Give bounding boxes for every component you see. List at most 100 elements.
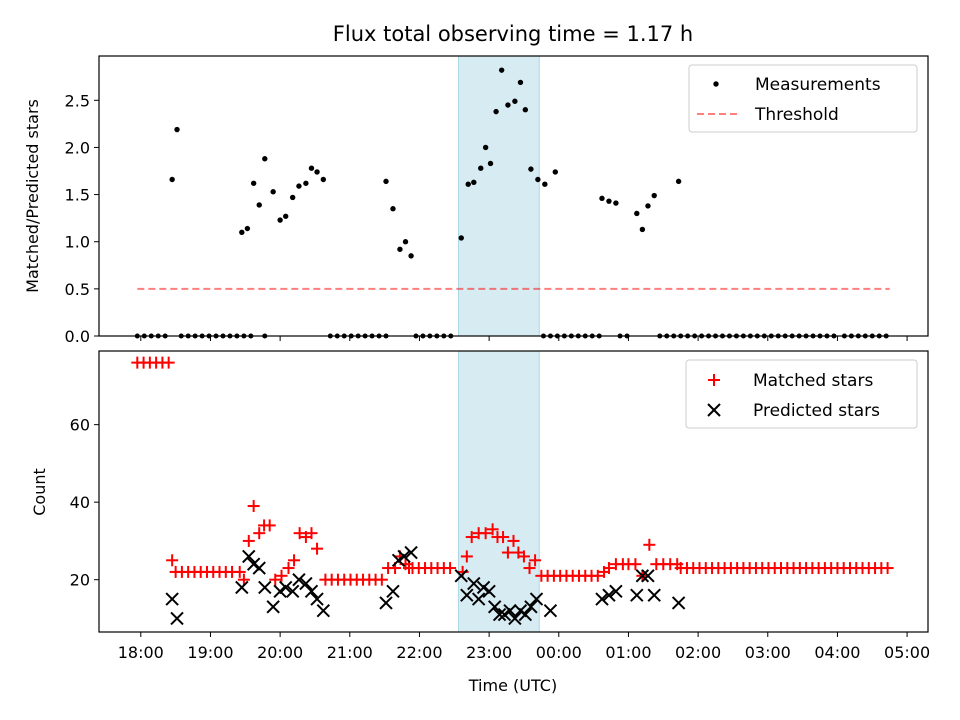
bottom-x-ticks: 18:00 19:00 20:00 21:00 22:00 23:00 00:00 01:00… <box>118 632 930 662</box>
measurement-point <box>262 156 268 162</box>
matched-star-point <box>507 534 520 547</box>
predicted-star-point <box>379 596 393 610</box>
predicted-star-point <box>454 569 468 583</box>
predicted-star-point <box>529 592 544 606</box>
predicted-star-point <box>252 561 266 575</box>
predicted-star-point <box>609 584 623 599</box>
measurement-point <box>478 165 484 171</box>
predicted-star-point <box>404 545 418 560</box>
bottom-axes-frame <box>98 350 929 633</box>
matched-star-point <box>233 565 246 578</box>
measurement-point <box>542 181 548 187</box>
predicted-star-point <box>471 592 486 606</box>
top-legend-box <box>688 64 918 133</box>
top-y-ticks: 0.0 0.5 1.0 1.5 2.0 2.5 <box>65 91 99 346</box>
measurement-point <box>303 180 309 186</box>
measurement-point <box>552 169 558 175</box>
predicted-stars-series <box>165 545 686 626</box>
measurement-point <box>239 229 245 235</box>
x-tick-label: 21:00 <box>327 643 373 662</box>
predicted-star-point <box>397 549 411 564</box>
measurement-point <box>639 226 646 233</box>
predicted-star-point <box>316 603 331 618</box>
measurement-point <box>383 178 389 185</box>
measurement-point <box>282 213 289 219</box>
x-tick-label: 00:00 <box>536 643 582 662</box>
matched-star-point <box>282 562 295 575</box>
legend-threshold-label: Threshold <box>754 105 839 125</box>
bottom-y-axis-label: Count <box>30 468 49 516</box>
bottom-y-tick-label: 20 <box>70 571 90 590</box>
predicted-star-point <box>524 600 538 614</box>
bottom-y-tick-label: 60 <box>70 416 90 435</box>
predicted-star-point <box>299 576 313 591</box>
measurement-point <box>675 178 682 185</box>
top-y-axis-label: Matched/Predicted stars <box>23 99 42 293</box>
measurement-point <box>314 169 320 175</box>
legend-matched-label: Matched stars <box>753 371 873 391</box>
predicted-star-point <box>476 580 491 595</box>
matched-star-point <box>403 562 416 575</box>
measurement-point <box>512 98 518 104</box>
predicted-star-point <box>165 592 179 606</box>
top-axes: 0.0 0.5 1.0 1.5 2.0 2.5 Matched/Predicted sta… <box>23 55 929 346</box>
matched-star-point <box>479 527 492 540</box>
top-y-tick-label: 1.5 <box>65 186 90 205</box>
top-y-tick-label: 2.5 <box>65 91 90 110</box>
predicted-star-point <box>497 607 512 622</box>
predicted-star-point <box>641 569 655 583</box>
predicted-star-point <box>602 588 616 602</box>
matched-star-point <box>444 562 457 575</box>
predicted-star-point <box>273 584 287 599</box>
predicted-star-point <box>487 600 502 614</box>
matched-star-point <box>275 569 288 582</box>
predicted-star-point <box>386 584 400 599</box>
measurement-point <box>645 203 651 209</box>
matched-star-point <box>591 569 604 582</box>
measurement-point <box>244 225 251 232</box>
matched-star-point <box>465 531 478 544</box>
predicted-star-point <box>266 600 280 614</box>
measurement-point <box>169 176 175 183</box>
predicted-star-point <box>482 584 496 599</box>
measurement-point <box>599 195 605 202</box>
matched-star-point <box>643 538 656 551</box>
top-y-tick-label: 2.0 <box>65 138 90 157</box>
predicted-star-point <box>391 553 406 568</box>
measurement-point <box>606 198 612 204</box>
matched-star-point <box>497 531 510 544</box>
x-tick-label: 01:00 <box>605 643 651 662</box>
x-tick-label: 18:00 <box>118 643 164 662</box>
matched-star-point <box>529 554 542 567</box>
legend-predicted-label: Predicted stars <box>753 401 880 421</box>
measurement-point <box>487 160 494 167</box>
top-y-tick-label: 0.0 <box>65 327 90 346</box>
legend-measurements-label: Measurements <box>755 75 881 95</box>
matched-star-point <box>671 558 684 571</box>
matched-star-point <box>501 546 514 559</box>
measurement-point <box>634 210 640 217</box>
matched-star-point <box>486 523 499 536</box>
predicted-star-point <box>460 588 474 602</box>
predicted-star-point <box>503 603 517 618</box>
measurement-point <box>296 183 302 189</box>
legend-predicted-marker <box>707 403 721 417</box>
matched-star-point <box>523 562 536 575</box>
matched-star-point <box>517 550 530 563</box>
predicted-star-point <box>235 580 249 595</box>
matched-star-point <box>237 573 250 586</box>
predicted-star-point <box>278 580 293 595</box>
predicted-star-point <box>518 607 533 622</box>
matched-star-point <box>288 554 301 567</box>
measurement-point <box>465 181 471 187</box>
measurement-point <box>498 67 505 73</box>
measurement-point <box>517 79 524 86</box>
matched-star-point <box>162 356 175 369</box>
top-legend: Measurements Threshold <box>688 64 918 133</box>
bottom-legend: Matched stars Predicted stars <box>685 359 918 429</box>
matched-star-point <box>460 550 473 563</box>
matched-star-point <box>375 573 388 586</box>
legend-matched-marker <box>708 374 720 386</box>
predicted-star-point <box>647 588 661 602</box>
measurement-point <box>174 126 180 133</box>
